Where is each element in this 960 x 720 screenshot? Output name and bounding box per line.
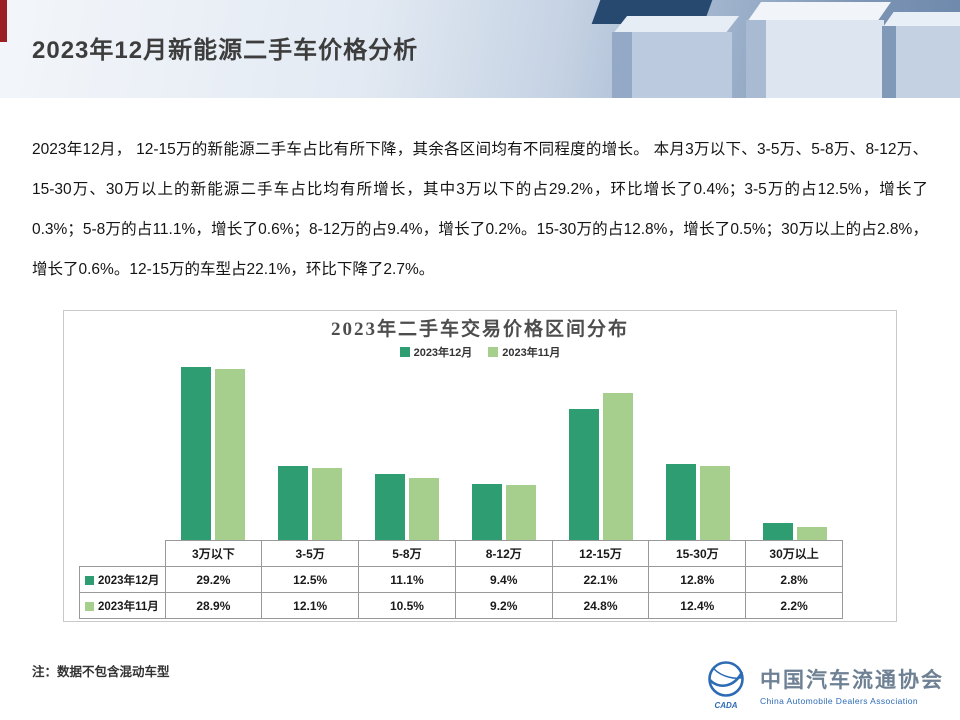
chart-bar [374,474,405,540]
decorative-cube [896,26,960,98]
bar-group [358,474,455,540]
table-value-cell: 2.8% [745,566,843,593]
table-value-cell: 12.5% [261,566,360,593]
legend-swatch [85,575,94,585]
org-name-en: China Automobile Dealers Association [760,696,919,706]
table-corner-cell [80,541,166,567]
chart-bar [602,392,633,540]
legend-label: 2023年11月 [502,346,561,359]
chart-frame: 2023年二手车交易价格区间分布 2023年12月 2023年11月 3万以下 3-… [63,310,897,622]
table-header-cell: 3万以下 [164,540,263,567]
legend-label: 2023年12月 [413,346,473,359]
chart-bar [505,485,536,540]
footnote: 注：数据不包含混动车型 [32,665,170,679]
decorative-cube [766,20,884,98]
table-value-cell: 24.8% [551,592,650,619]
table-value-cell: 28.9% [164,592,263,619]
table-value-cell: 12.4% [648,592,747,619]
legend-item: 2023年12月 [399,344,473,360]
red-accent-mark [0,0,7,42]
table-value-cell: 29.2% [164,566,263,593]
cada-logo-icon: CADA [708,661,744,710]
table-series-label: 2023年12月 [79,566,166,593]
table-value-cell: 2.2% [745,592,843,619]
bar-group [552,392,649,540]
table-header-cell: 15-30万 [648,540,747,567]
legend-swatch [488,346,499,357]
decorative-cube [632,32,732,98]
chart-title: 2023年二手车交易价格区间分布 [330,319,629,340]
legend-swatch [85,601,94,611]
bar-group [164,366,261,540]
chart-bar [277,465,308,540]
decorative-cube [882,26,896,98]
table-value-cell: 12.1% [261,592,360,619]
table-value-cell: 11.1% [358,566,456,593]
chart-bar [180,366,211,540]
chart-bar [408,477,439,540]
table-header-cell: 12-15万 [551,540,650,567]
page-title: 2023年12月新能源二手车价格分析 [32,37,419,64]
legend-item: 2023年11月 [488,344,560,360]
bar-group [455,484,552,540]
decorative-cube [746,20,766,98]
table-header-cell: 8-12万 [454,540,553,567]
chart-bar [568,408,599,540]
table-value-cell: 22.1% [551,566,650,593]
table-header-cell: 30万以上 [745,540,843,567]
table-header-cell: 5-8万 [358,540,456,567]
chart-bar [699,466,730,540]
org-name-cn: 中国汽车流通协会 [760,669,944,692]
chart-bar [214,368,245,540]
chart-bar [796,526,827,540]
table-series-label: 2023年11月 [79,592,166,619]
chart-plot [164,362,843,540]
legend-swatch [399,346,410,357]
bar-group [746,523,843,540]
table-value-cell: 9.2% [454,592,553,619]
cada-logo-text: CADA [714,701,737,710]
chart-bar [762,523,793,540]
chart-legend: 2023年12月 2023年11月 [64,344,896,360]
bar-group [649,464,746,540]
org-logo: CADA 中国汽车流通协会 China Automobile Dealers A… [700,658,944,712]
body-paragraph: 2023年12月， 12-15万的新能源二手车占比有所下降，其余各区间均有不同程… [32,141,928,278]
chart-data-table: 3万以下 3-5万 5-8万 8-12万 12-15万 15-30万 30万以上 2023年1… [79,540,843,619]
table-value-cell: 12.8% [648,566,747,593]
decorative-cube [612,32,632,98]
bar-group [261,465,358,540]
org-logo-text: 中国汽车流通协会 China Automobile Dealers Associ… [760,664,944,706]
chart-bar [471,484,502,540]
chart-bar [311,468,342,540]
decorative-cube [746,2,892,22]
table-value-cell: 9.4% [454,566,553,593]
table-header-cell: 3-5万 [261,540,360,567]
table-value-cell: 10.5% [358,592,456,619]
chart-bar [665,464,696,540]
header-banner: 2023年12月新能源二手车价格分析 [0,0,960,98]
